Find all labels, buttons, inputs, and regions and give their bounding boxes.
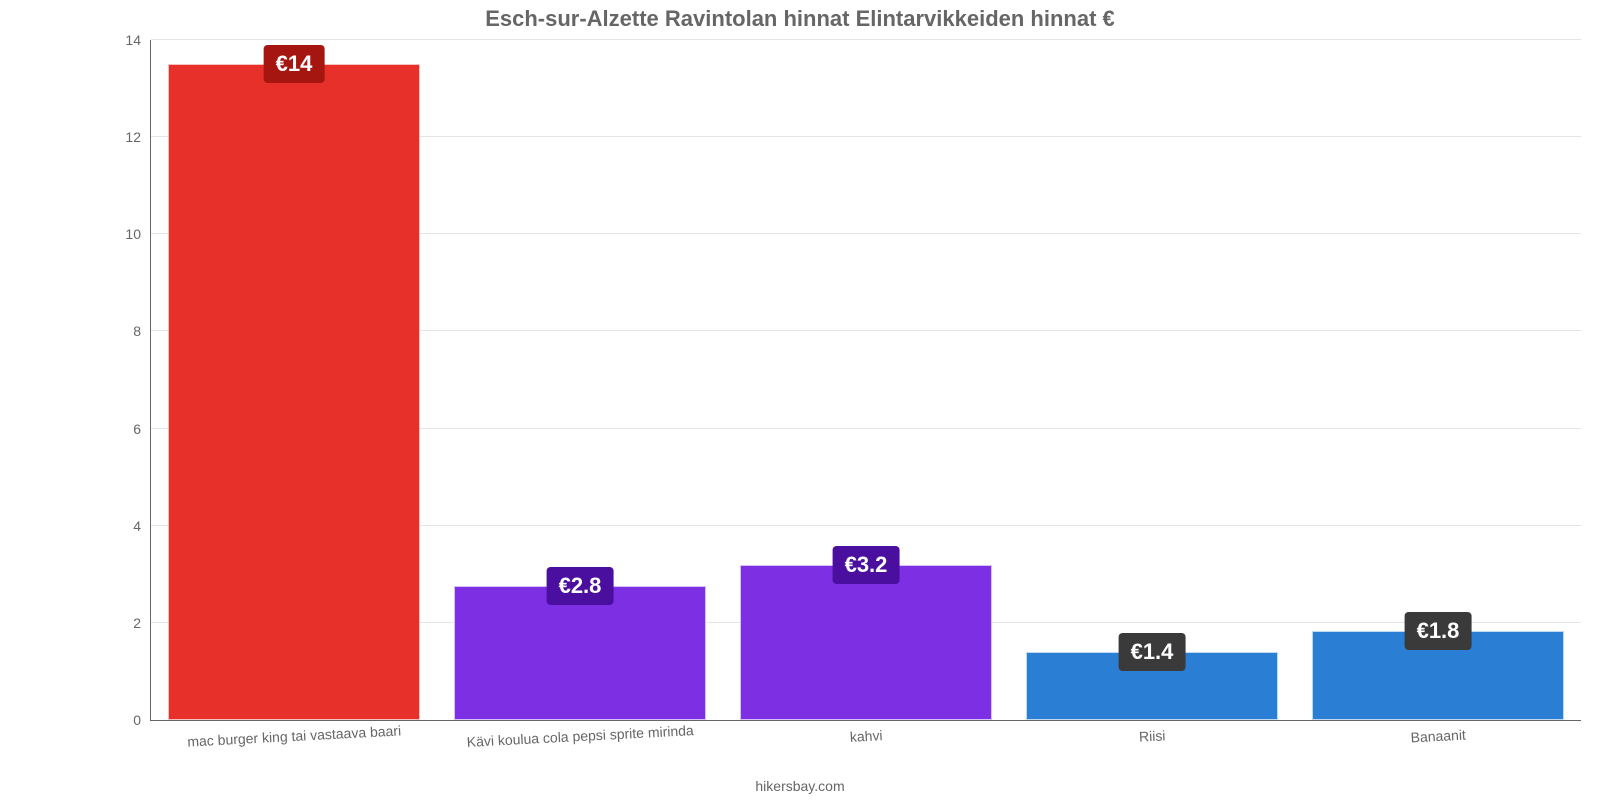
bar-value-badge: €2.8 <box>547 567 614 605</box>
chart-title: Esch-sur-Alzette Ravintolan hinnat Elint… <box>0 6 1600 32</box>
y-tick-label: 12 <box>125 129 151 145</box>
bar-value-badge: €1.4 <box>1119 633 1186 671</box>
x-category-label: Banaanit <box>1410 719 1466 746</box>
bar-value-badge: €3.2 <box>833 546 900 584</box>
bar-chart: Esch-sur-Alzette Ravintolan hinnat Elint… <box>0 0 1600 800</box>
y-tick-label: 10 <box>125 226 151 242</box>
bar <box>168 64 420 720</box>
bar-value-badge: €14 <box>264 45 325 83</box>
plot-area: 02468101214€14mac burger king tai vastaa… <box>150 40 1581 721</box>
bar <box>740 565 992 720</box>
grid-line <box>151 39 1581 40</box>
chart-footer: hikersbay.com <box>0 778 1600 794</box>
y-tick-label: 8 <box>133 323 151 339</box>
y-tick-label: 4 <box>133 518 151 534</box>
bar-value-badge: €1.8 <box>1405 612 1472 650</box>
y-tick-label: 14 <box>125 32 151 48</box>
x-category-label: Riisi <box>1138 719 1166 744</box>
y-tick-label: 6 <box>133 421 151 437</box>
y-tick-label: 0 <box>133 712 151 728</box>
bar <box>454 586 706 720</box>
x-category-label: kahvi <box>849 719 883 745</box>
y-tick-label: 2 <box>133 615 151 631</box>
